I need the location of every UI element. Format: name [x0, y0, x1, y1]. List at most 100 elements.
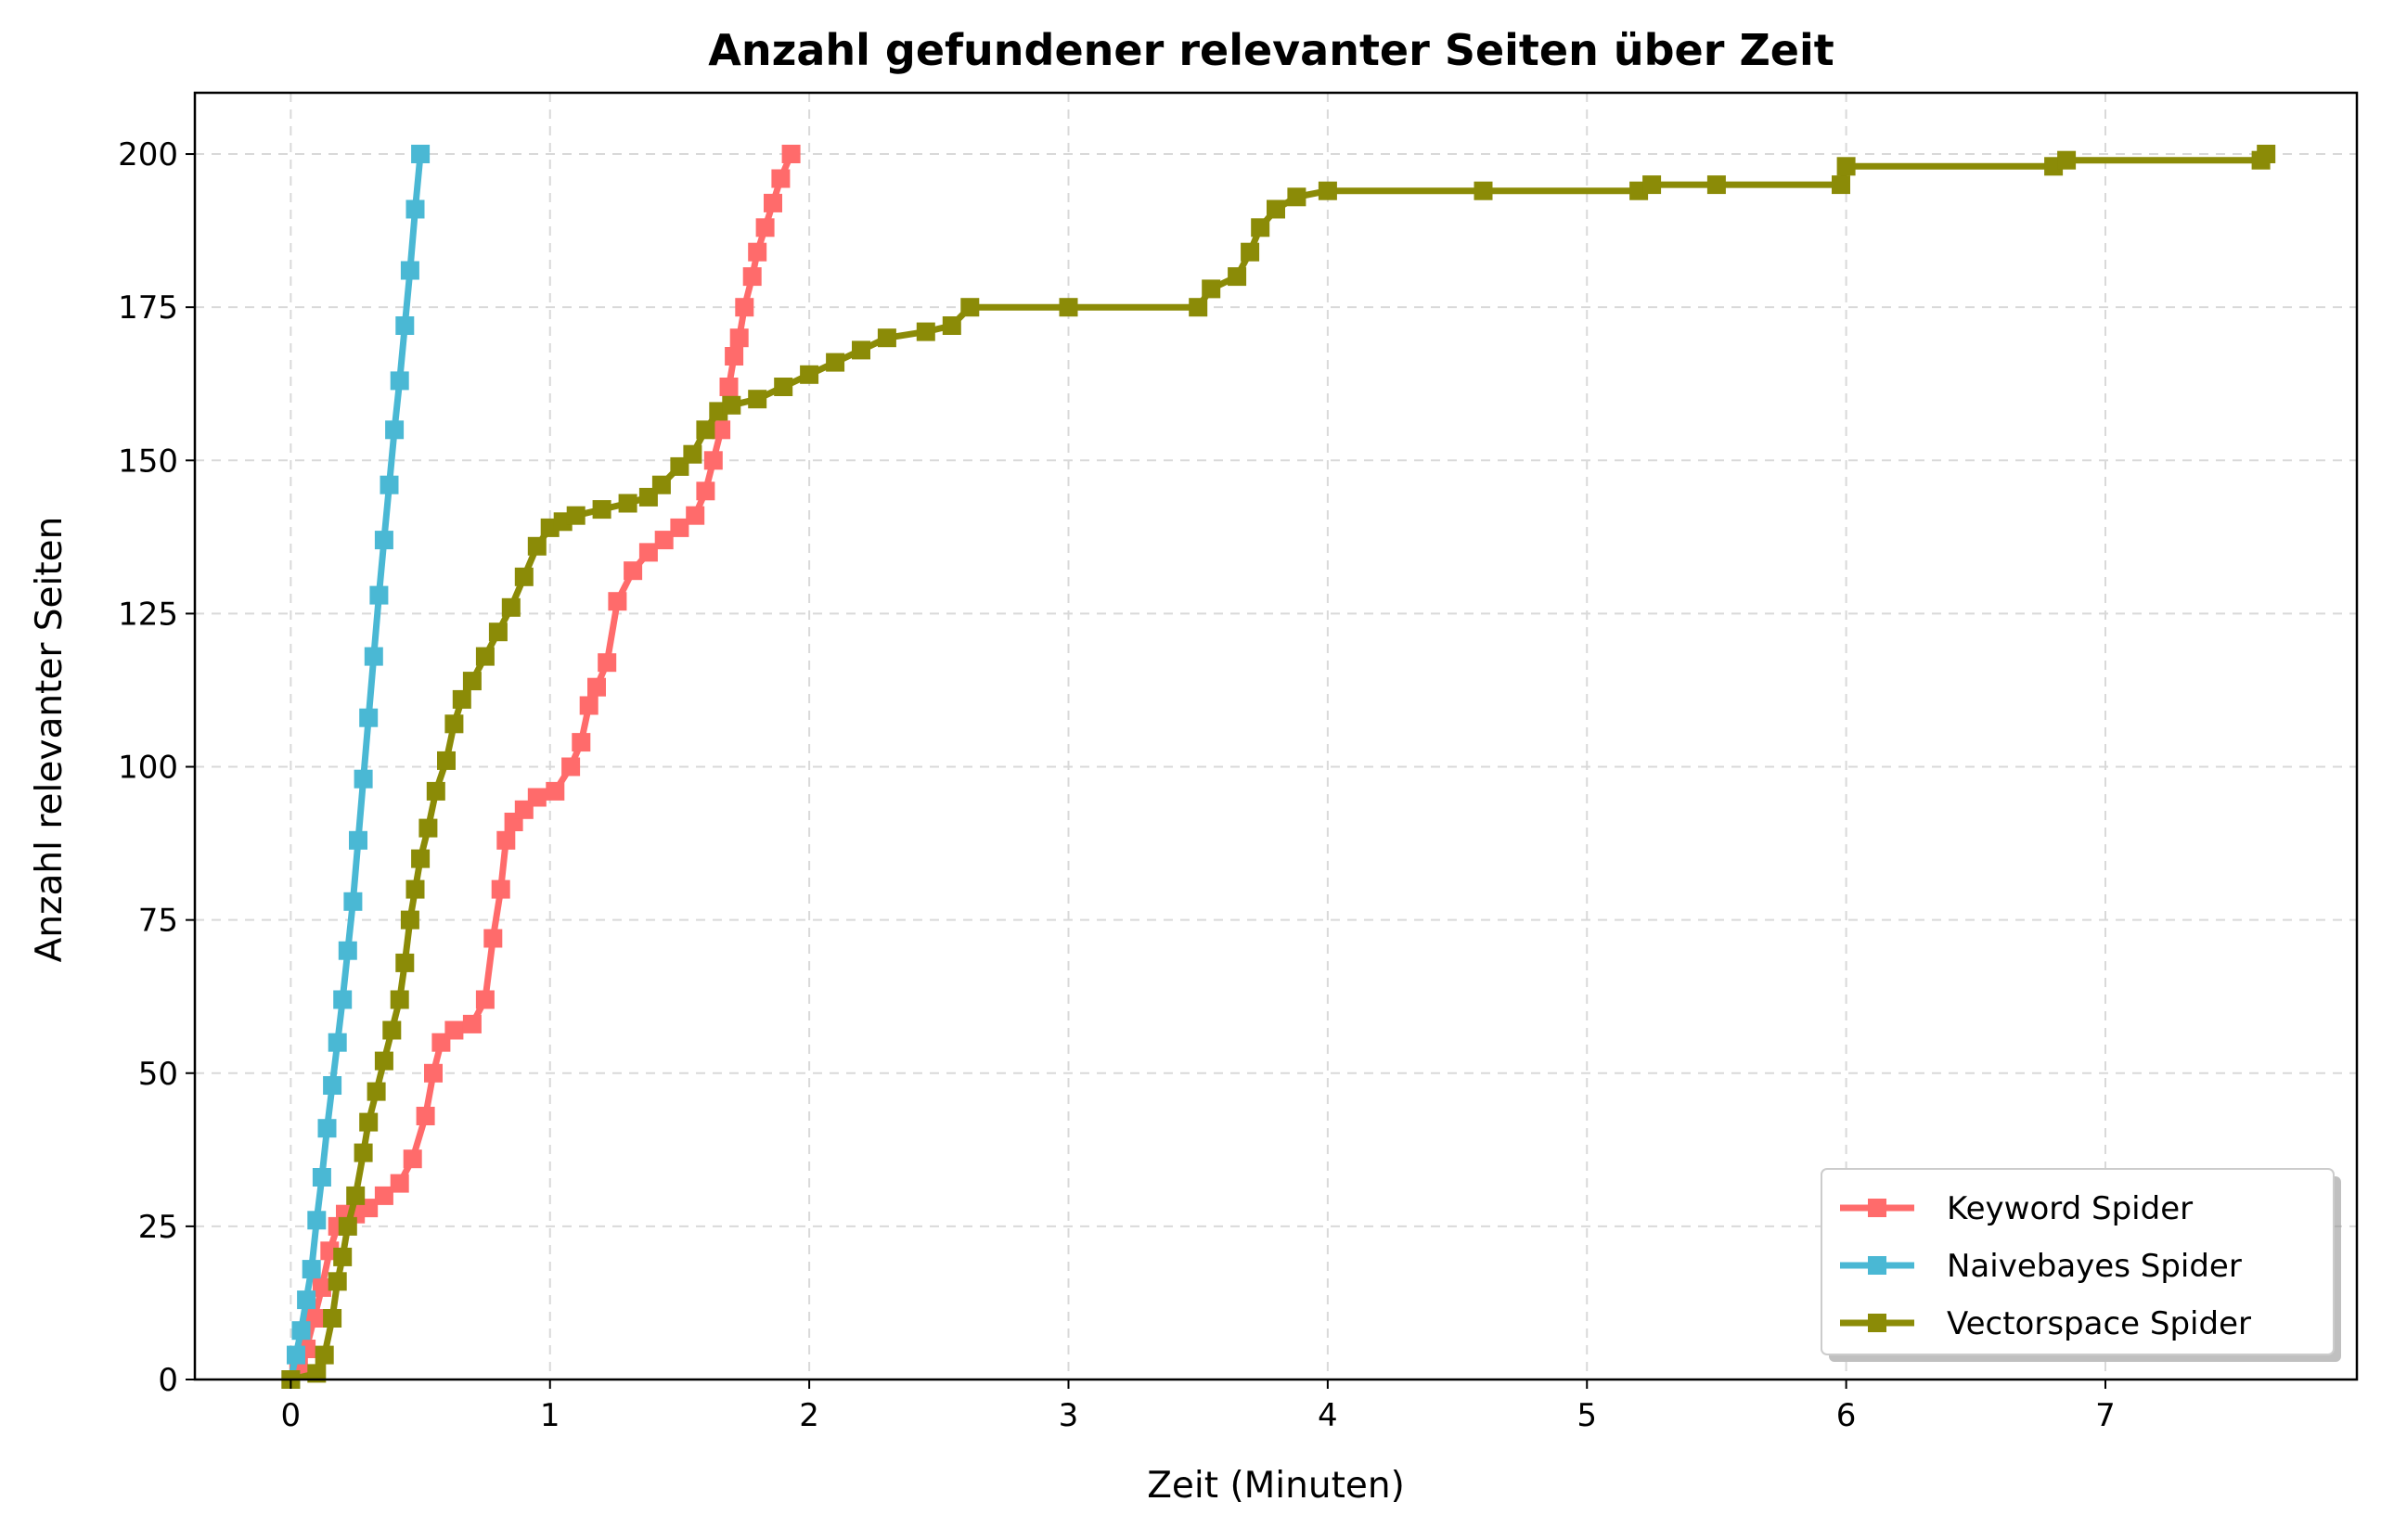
- grid-lines: [195, 93, 2357, 1380]
- data-point: [302, 1260, 321, 1279]
- data-point: [328, 1272, 347, 1291]
- data-point: [374, 531, 393, 550]
- data-point: [916, 322, 935, 341]
- data-point: [527, 788, 547, 807]
- data-point: [514, 567, 534, 586]
- data-point: [328, 1033, 347, 1052]
- data-point: [1836, 157, 1856, 176]
- data-point: [312, 1168, 331, 1187]
- legend-swatch-marker: [1868, 1199, 1886, 1217]
- data-point: [1642, 175, 1662, 195]
- data-point: [2057, 150, 2077, 170]
- x-tick-label: 5: [1577, 1397, 1597, 1434]
- data-point: [651, 475, 671, 494]
- data-point: [390, 371, 409, 391]
- data-point: [390, 1174, 409, 1193]
- legend-swatch-marker: [1868, 1256, 1886, 1275]
- data-point: [452, 689, 471, 709]
- legend-label: Naivebayes Spider: [1947, 1248, 2242, 1285]
- data-point: [1189, 298, 1208, 317]
- data-point: [561, 757, 581, 776]
- data-point: [1241, 242, 1260, 262]
- legend-entry: Keyword Spider: [1840, 1190, 2193, 1227]
- data-point: [488, 622, 508, 642]
- data-point: [400, 910, 419, 930]
- data-point: [418, 818, 438, 838]
- data-point: [317, 1119, 337, 1138]
- data-point: [416, 1107, 435, 1125]
- data-point: [437, 751, 456, 770]
- data-point: [712, 420, 731, 440]
- data-point: [2257, 145, 2276, 163]
- data-point: [426, 781, 445, 801]
- data-point: [826, 353, 845, 372]
- data-point: [800, 365, 819, 384]
- data-point: [781, 145, 801, 163]
- y-tick-label: 200: [118, 136, 178, 173]
- data-point: [374, 1051, 393, 1071]
- data-point: [315, 1345, 334, 1365]
- data-point: [1287, 187, 1306, 207]
- data-point: [755, 218, 775, 237]
- data-point: [852, 340, 870, 360]
- data-point: [380, 475, 399, 494]
- x-tick-label: 1: [540, 1397, 560, 1434]
- data-point: [354, 1143, 373, 1162]
- data-point: [696, 481, 715, 501]
- data-point: [1832, 175, 1850, 195]
- data-point: [960, 298, 980, 317]
- legend-frame: [1821, 1168, 2335, 1355]
- legend: Keyword Spider Naivebayes Spider Vectorspa…: [1821, 1168, 2341, 1362]
- data-point: [942, 316, 961, 335]
- data-point: [444, 714, 464, 734]
- x-axis-label: Zeit (Minuten): [1147, 1465, 1405, 1507]
- data-point: [444, 1020, 464, 1040]
- data-point: [579, 696, 598, 715]
- data-point: [390, 990, 409, 1009]
- data-point: [367, 1082, 386, 1101]
- data-point: [598, 653, 617, 673]
- data-point: [566, 506, 586, 525]
- x-tick-label: 6: [1836, 1397, 1857, 1434]
- x-tick-label: 2: [799, 1397, 819, 1434]
- data-point: [1267, 199, 1285, 219]
- data-point: [411, 849, 431, 868]
- data-point: [354, 769, 373, 789]
- data-point: [346, 1186, 366, 1205]
- data-point: [729, 328, 749, 348]
- data-point: [654, 531, 674, 550]
- data-point: [1706, 175, 1726, 195]
- data-point: [307, 1364, 327, 1383]
- data-point: [483, 929, 503, 948]
- data-point: [405, 879, 425, 899]
- plot-frame: [193, 91, 2359, 1381]
- data-point: [587, 677, 606, 697]
- data-point: [400, 261, 419, 280]
- data-point: [683, 444, 702, 464]
- y-tick-label: 75: [138, 903, 178, 940]
- axis-ticks: 0 1 2 3 4 5 6 7 0 25 50 75 100 125 150 175 200: [118, 136, 2116, 1434]
- x-tick-label: 3: [1059, 1397, 1079, 1434]
- data-point: [764, 193, 782, 212]
- series-group: [281, 145, 2276, 1389]
- y-tick-label: 25: [138, 1209, 178, 1246]
- data-point: [287, 1345, 305, 1365]
- data-point: [424, 1063, 443, 1083]
- data-point: [572, 733, 591, 752]
- data-point: [312, 1277, 331, 1297]
- data-point: [592, 500, 611, 520]
- data-point: [725, 347, 744, 366]
- data-point: [719, 378, 739, 396]
- data-point: [1318, 181, 1337, 200]
- data-point: [359, 1112, 379, 1132]
- data-point: [696, 420, 715, 440]
- data-point: [307, 1211, 327, 1230]
- data-point: [722, 395, 741, 415]
- data-point: [395, 953, 415, 972]
- data-point: [405, 199, 425, 219]
- data-point: [364, 647, 383, 666]
- data-point: [291, 1321, 311, 1341]
- data-point: [774, 378, 793, 396]
